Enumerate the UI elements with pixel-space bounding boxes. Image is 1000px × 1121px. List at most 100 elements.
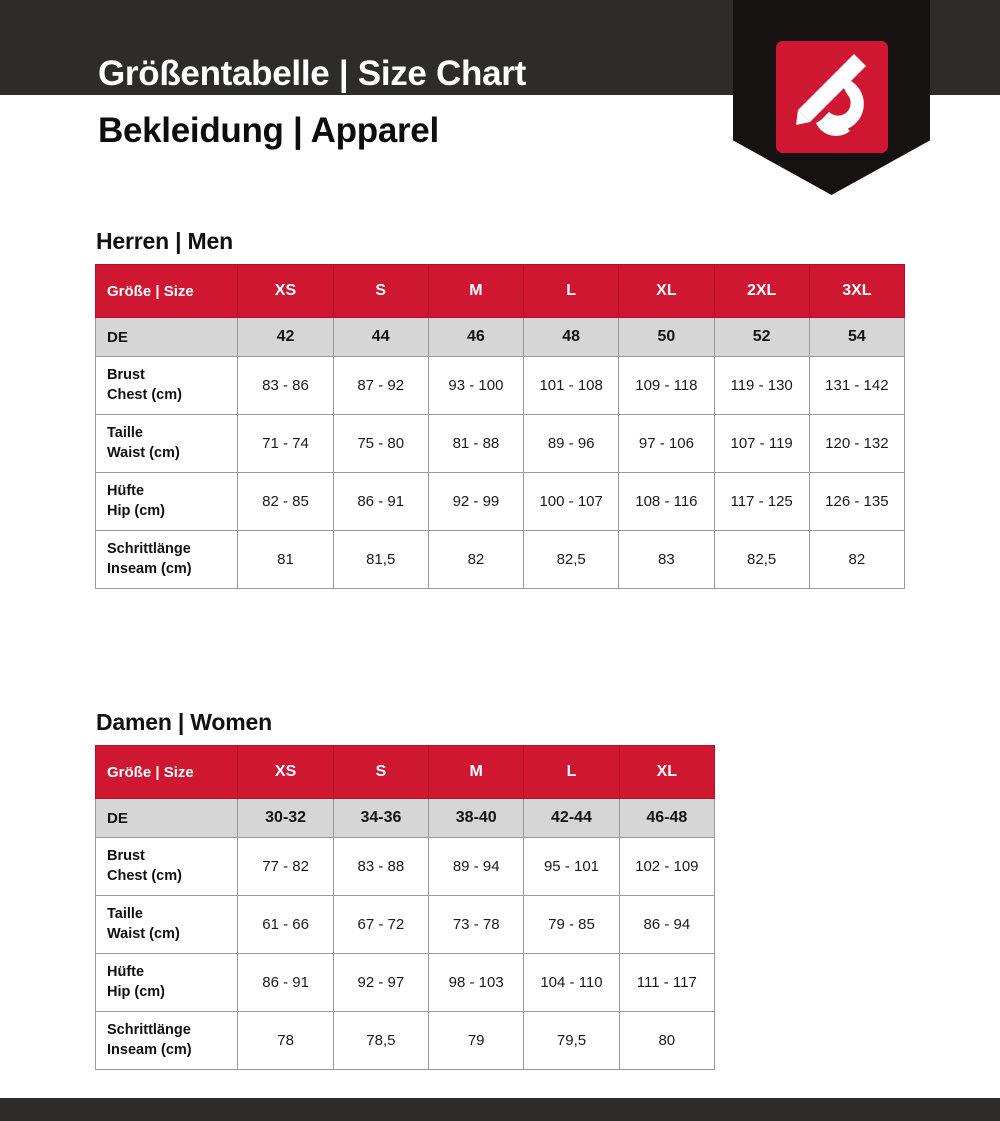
- men-waist-label: Taille Waist (cm): [94, 414, 239, 473]
- men-inseam-row: Schrittlänge Inseam (cm) 81 81,5 82 82,5…: [94, 530, 906, 589]
- women-waist-m: 73 - 78: [428, 895, 525, 954]
- women-chest-s: 83 - 88: [332, 837, 430, 896]
- women-waist-row: Taille Waist (cm) 61 - 66 67 - 72 73 - 7…: [94, 895, 716, 954]
- women-size-header-s: S: [332, 745, 430, 799]
- men-hip-label-de: Hüfte: [107, 483, 145, 500]
- women-de-value-s: 34-36: [332, 798, 430, 838]
- men-chest-s: 87 - 92: [332, 356, 429, 415]
- page-title-line-2: Bekleidung | Apparel: [98, 111, 439, 150]
- women-size-header-xs: XS: [237, 745, 334, 799]
- men-inseam-label-en: Inseam (cm): [107, 560, 192, 577]
- women-size-header-xl: XL: [618, 745, 716, 799]
- men-chest-xs: 83 - 86: [237, 356, 334, 415]
- men-waist-row: Taille Waist (cm) 71 - 74 75 - 80 81 - 8…: [94, 414, 906, 473]
- women-chest-m: 89 - 94: [428, 837, 525, 896]
- men-de-value-m: 46: [427, 317, 525, 357]
- women-hip-label-en: Hip (cm): [107, 983, 165, 1000]
- men-hip-3xl: 126 - 135: [808, 472, 906, 531]
- men-chest-xl: 109 - 118: [618, 356, 715, 415]
- women-size-table: Größe | Size XS S M L XL DE 30-32 34-36 …: [94, 745, 716, 1070]
- women-chest-label-en: Chest (cm): [107, 867, 182, 884]
- men-inseam-l: 82,5: [523, 530, 620, 589]
- men-hip-xl: 108 - 116: [618, 472, 715, 531]
- women-inseam-l: 79,5: [523, 1011, 620, 1070]
- women-chest-xs: 77 - 82: [237, 837, 334, 896]
- women-hip-xs: 86 - 91: [237, 953, 334, 1012]
- men-waist-3xl: 120 - 132: [808, 414, 906, 473]
- men-waist-label-de: Taille: [107, 425, 143, 442]
- five-ten-logo: [776, 41, 888, 153]
- women-inseam-label-de: Schrittlänge: [107, 1022, 191, 1039]
- men-inseam-label-de: Schrittlänge: [107, 541, 191, 558]
- women-size-label-header: Größe | Size: [94, 745, 239, 799]
- men-chest-2xl: 119 - 130: [713, 356, 810, 415]
- men-chest-m: 93 - 100: [427, 356, 525, 415]
- men-inseam-xl: 83: [618, 530, 715, 589]
- men-inseam-label: Schrittlänge Inseam (cm): [94, 530, 239, 589]
- men-chest-label-de: Brust: [107, 367, 145, 384]
- men-hip-row: Hüfte Hip (cm) 82 - 85 86 - 91 92 - 99 1…: [94, 472, 906, 531]
- women-hip-l: 104 - 110: [523, 953, 620, 1012]
- women-waist-label: Taille Waist (cm): [94, 895, 239, 954]
- men-de-value-3xl: 54: [808, 317, 906, 357]
- men-hip-s: 86 - 91: [332, 472, 429, 531]
- men-size-header-xs: XS: [237, 264, 334, 318]
- men-chest-label-en: Chest (cm): [107, 386, 182, 403]
- men-de-row: DE 42 44 46 48 50 52 54: [94, 317, 906, 357]
- women-hip-label-de: Hüfte: [107, 964, 145, 981]
- men-waist-l: 89 - 96: [523, 414, 620, 473]
- women-size-header-l: L: [523, 745, 620, 799]
- men-size-label-header: Größe | Size: [94, 264, 239, 318]
- women-hip-label: Hüfte Hip (cm): [94, 953, 239, 1012]
- men-inseam-2xl: 82,5: [713, 530, 810, 589]
- men-hip-2xl: 117 - 125: [713, 472, 810, 531]
- men-size-header-s: S: [332, 264, 429, 318]
- men-waist-m: 81 - 88: [427, 414, 525, 473]
- men-hip-label-en: Hip (cm): [107, 502, 165, 519]
- men-hip-xs: 82 - 85: [237, 472, 334, 531]
- women-de-row: DE 30-32 34-36 38-40 42-44 46-48: [94, 798, 716, 838]
- women-waist-s: 67 - 72: [332, 895, 430, 954]
- men-de-value-s: 44: [332, 317, 429, 357]
- women-waist-label-en: Waist (cm): [107, 925, 180, 942]
- men-chest-l: 101 - 108: [523, 356, 620, 415]
- men-waist-xs: 71 - 74: [237, 414, 334, 473]
- men-size-header-3xl: 3XL: [808, 264, 906, 318]
- women-de-value-l: 42-44: [523, 798, 620, 838]
- men-size-header-2xl: 2XL: [713, 264, 810, 318]
- women-hip-s: 92 - 97: [332, 953, 430, 1012]
- men-size-header-l: L: [523, 264, 620, 318]
- men-waist-2xl: 107 - 119: [713, 414, 810, 473]
- women-inseam-label: Schrittlänge Inseam (cm): [94, 1011, 239, 1070]
- women-chest-label-de: Brust: [107, 848, 145, 865]
- men-waist-xl: 97 - 106: [618, 414, 715, 473]
- men-section-heading: Herren | Men: [96, 228, 233, 254]
- men-inseam-xs: 81: [237, 530, 334, 589]
- men-de-value-xl: 50: [618, 317, 715, 357]
- men-de-label: DE: [94, 317, 239, 357]
- men-inseam-3xl: 82: [808, 530, 906, 589]
- men-inseam-s: 81,5: [332, 530, 429, 589]
- women-section-heading: Damen | Women: [96, 709, 272, 735]
- men-hip-label: Hüfte Hip (cm): [94, 472, 239, 531]
- women-inseam-label-en: Inseam (cm): [107, 1041, 192, 1058]
- footer-band: [0, 1098, 1000, 1121]
- women-inseam-s: 78,5: [332, 1011, 430, 1070]
- women-waist-label-de: Taille: [107, 906, 143, 923]
- table-header-row: Größe | Size XS S M L XL: [94, 745, 716, 799]
- men-hip-l: 100 - 107: [523, 472, 620, 531]
- men-size-table: Größe | Size XS S M L XL 2XL 3XL DE 42 4…: [94, 264, 906, 589]
- men-size-header-m: M: [427, 264, 525, 318]
- men-size-header-xl: XL: [618, 264, 715, 318]
- women-inseam-xs: 78: [237, 1011, 334, 1070]
- women-hip-xl: 111 - 117: [618, 953, 716, 1012]
- women-inseam-row: Schrittlänge Inseam (cm) 78 78,5 79 79,5…: [94, 1011, 716, 1070]
- women-de-value-xs: 30-32: [237, 798, 334, 838]
- women-inseam-xl: 80: [618, 1011, 716, 1070]
- men-waist-label-en: Waist (cm): [107, 444, 180, 461]
- women-waist-xl: 86 - 94: [618, 895, 716, 954]
- table-header-row: Größe | Size XS S M L XL 2XL 3XL: [94, 264, 906, 318]
- women-chest-l: 95 - 101: [523, 837, 620, 896]
- women-hip-m: 98 - 103: [428, 953, 525, 1012]
